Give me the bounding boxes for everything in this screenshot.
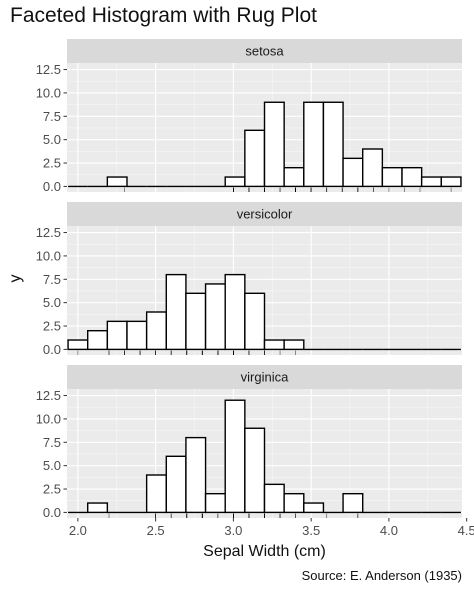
x-tick-label: 3.0 <box>224 523 242 538</box>
x-axis-title: Sepal Width (cm) <box>203 543 326 560</box>
histogram-bar <box>126 320 148 351</box>
histogram-bar <box>303 502 325 514</box>
y-tick-label: 0.0 <box>43 342 61 357</box>
y-tick-label: 2.5 <box>43 482 61 497</box>
histogram-bar <box>165 455 187 514</box>
histogram-bar <box>244 427 266 514</box>
histogram-bar <box>185 436 207 514</box>
histogram-bar <box>440 176 462 188</box>
histogram-bar <box>322 101 344 188</box>
histogram-bar <box>263 339 285 351</box>
histogram-bar <box>106 176 128 188</box>
facet-panel-setosa: setosa 0.0 2.5 5.0 7.5 10.0 12.5 <box>36 39 468 194</box>
x-tick-label: 3.5 <box>302 523 320 538</box>
y-tick-label: 7.5 <box>43 109 61 124</box>
histogram-bar <box>87 502 109 514</box>
facet-panel-versicolor: versicolor 0.0 2.5 5.0 7.5 10.0 12.5 <box>36 202 468 357</box>
x-tick-label: 2.5 <box>147 523 165 538</box>
histogram-bar <box>244 129 266 188</box>
histogram-bar <box>106 320 128 351</box>
histogram-bar <box>224 176 246 188</box>
chart-title: Faceted Histogram with Rug Plot <box>10 4 317 27</box>
histogram-bar <box>145 311 167 351</box>
histogram-bar <box>283 166 305 188</box>
y-tick-label: 0.0 <box>43 505 61 520</box>
histogram-bar <box>165 273 187 351</box>
facet-strip <box>67 39 462 63</box>
histogram-bar <box>263 101 285 188</box>
facet-strip <box>67 365 462 389</box>
histogram-bar <box>362 148 384 188</box>
histogram-bar <box>224 273 246 351</box>
x-tick-label: 2.0 <box>69 523 87 538</box>
y-tick-label: 10.0 <box>36 248 61 263</box>
y-tick-label: 5.0 <box>43 458 61 473</box>
histogram-bar <box>224 399 246 514</box>
histogram-bar <box>401 166 423 188</box>
y-tick-label: 12.5 <box>36 62 61 77</box>
y-tick-label: 12.5 <box>36 388 61 403</box>
y-tick-label: 7.5 <box>43 272 61 287</box>
chart-caption: Source: E. Anderson (1935) <box>301 568 462 583</box>
facet-strip-label: versicolor <box>237 207 293 222</box>
histogram-bar <box>381 166 403 188</box>
histogram-bar <box>342 157 364 188</box>
y-tick-label: 5.0 <box>43 132 61 147</box>
histogram-bar <box>303 101 325 188</box>
facet-strip-label: virginica <box>241 370 289 385</box>
x-tick-label: 4.5 <box>458 523 474 538</box>
histogram-bar <box>185 292 207 351</box>
y-tick-label: 2.5 <box>43 319 61 334</box>
histogram-bar <box>420 176 442 188</box>
y-tick-label: 2.5 <box>43 156 61 171</box>
y-tick-label: 10.0 <box>36 85 61 100</box>
histogram-bar <box>67 339 89 351</box>
y-axis-title: y <box>7 275 24 283</box>
y-tick-label: 0.0 <box>43 179 61 194</box>
y-tick-label: 10.0 <box>36 411 61 426</box>
y-tick-label: 5.0 <box>43 295 61 310</box>
histogram-bar <box>204 283 226 351</box>
histogram-bar <box>263 483 285 514</box>
histogram-bar <box>283 339 305 351</box>
histogram-bar <box>145 474 167 514</box>
histogram-bar <box>283 492 305 514</box>
histogram-bar <box>87 329 109 351</box>
facet-strip-label: setosa <box>245 44 284 59</box>
x-tick-label: 4.0 <box>380 523 398 538</box>
histogram-bar <box>342 492 364 514</box>
facet-panel-virginica: virginica 0.0 2.5 5.0 7.5 10.0 12.5 <box>36 365 468 520</box>
histogram-bar <box>204 492 226 514</box>
facet-strip <box>67 202 462 226</box>
y-tick-label: 7.5 <box>43 435 61 450</box>
histogram-bar <box>244 292 266 351</box>
y-tick-label: 12.5 <box>36 225 61 240</box>
